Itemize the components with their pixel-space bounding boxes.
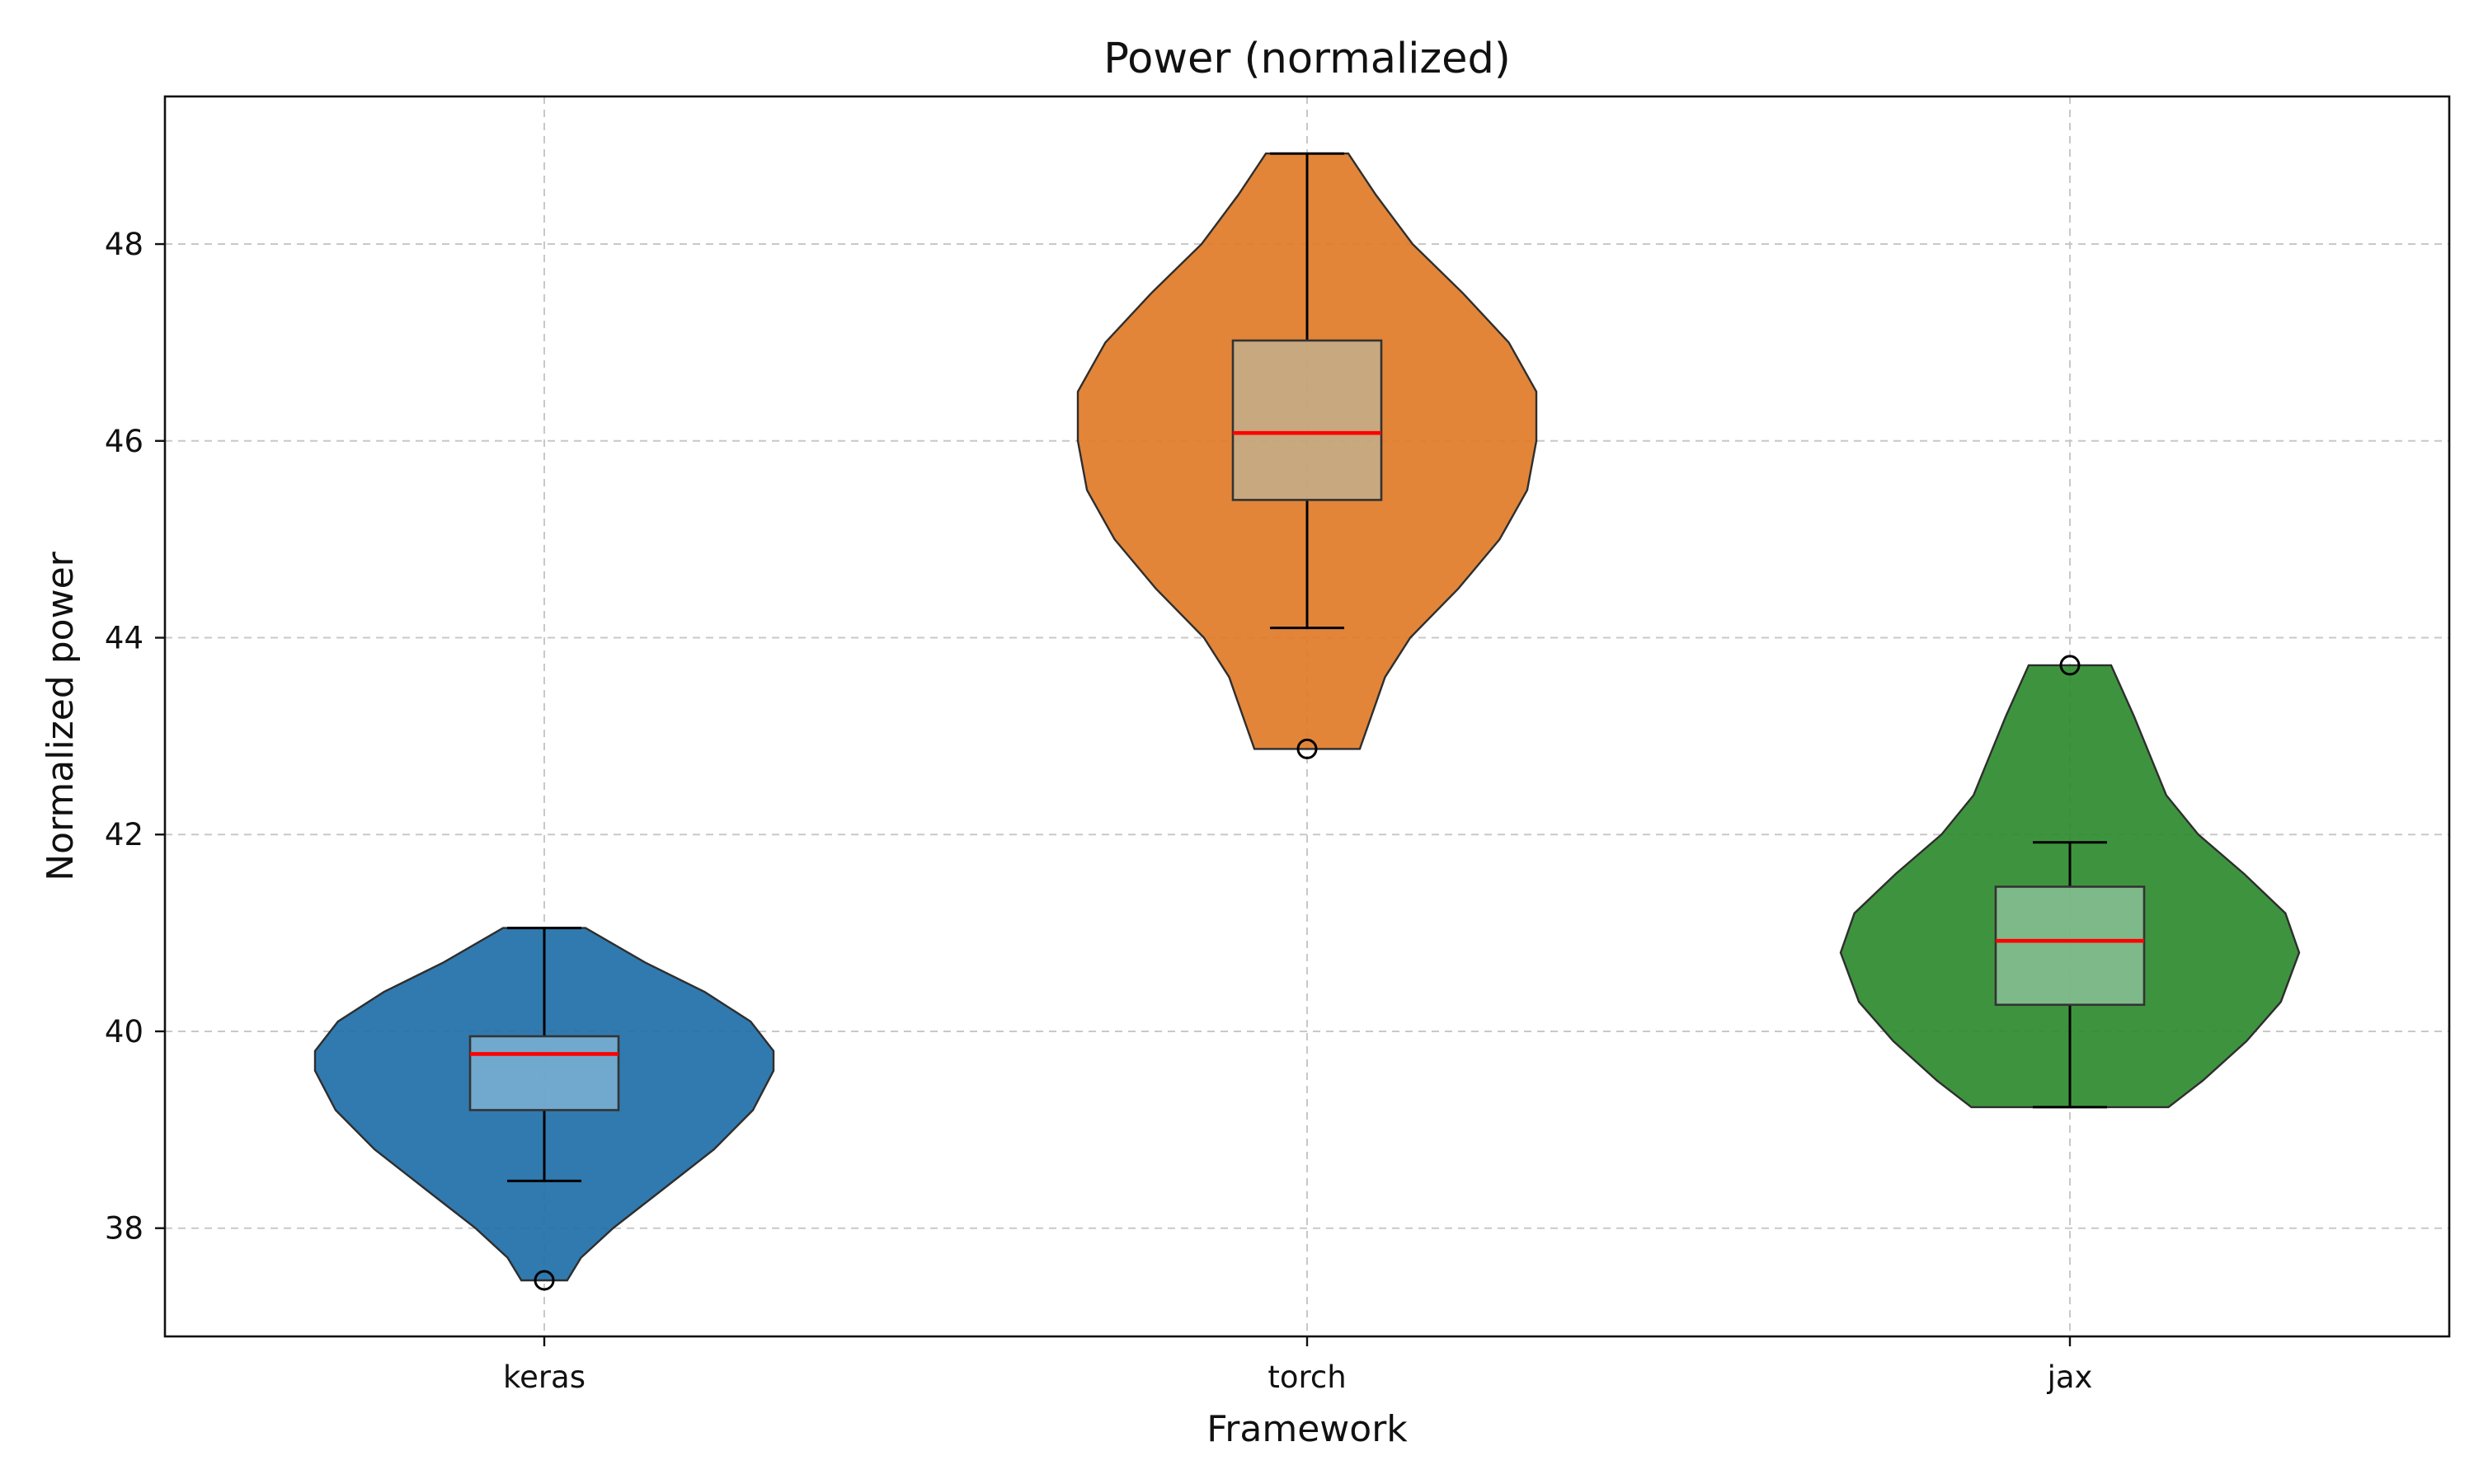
- box-keras: [468, 1035, 620, 1111]
- x-tick-label: jax: [2047, 1360, 2093, 1395]
- plot-layer: [313, 152, 2301, 1291]
- x-tick-label: keras: [503, 1360, 586, 1395]
- box-jax: [1994, 885, 2146, 1007]
- x-tick-label: torch: [1268, 1360, 1346, 1395]
- y-tick-label: 48: [105, 227, 143, 262]
- y-tick-label: 44: [105, 621, 143, 656]
- box-torch: [1231, 339, 1383, 501]
- x-axis-label: Framework: [1206, 1408, 1408, 1450]
- y-axis-label: Normalized power: [40, 551, 82, 881]
- chart-title: Power (normalized): [1103, 35, 1511, 83]
- y-tick-label: 38: [105, 1211, 143, 1247]
- outlier-jax: [2059, 655, 2081, 676]
- outlier-keras: [534, 1270, 555, 1291]
- outlier-torch: [1296, 738, 1318, 759]
- y-tick-label: 46: [105, 424, 143, 459]
- axis-layer: 38 40 42 44 46 48 keras torch jax: [105, 227, 2093, 1395]
- y-tick-label: 40: [105, 1014, 143, 1050]
- y-tick-label: 42: [105, 817, 143, 852]
